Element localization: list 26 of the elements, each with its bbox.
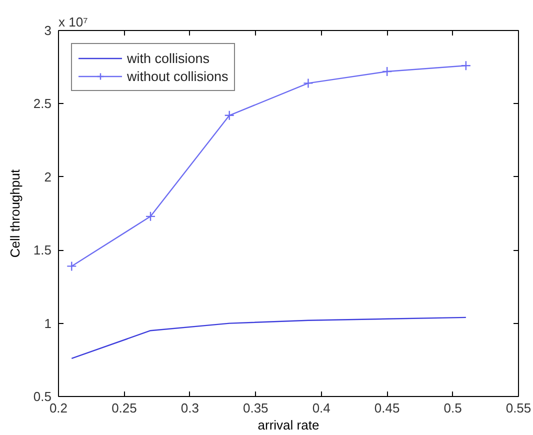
x-tick-label: 0.45 <box>374 400 400 416</box>
legend-label: without collisions <box>127 68 228 84</box>
point <box>303 78 314 88</box>
y-tick-label: 3 <box>44 23 52 38</box>
line-series <box>71 316 467 360</box>
point <box>382 66 392 77</box>
y-tick-label: 1 <box>44 316 52 331</box>
point <box>66 261 77 272</box>
y-tick-label: 2.5 <box>33 96 52 112</box>
text: x 10⁷ <box>58 14 88 30</box>
y-tick-label: 0.5 <box>33 389 52 404</box>
point <box>460 60 472 71</box>
x-tick-label: 0.35 <box>242 400 268 416</box>
x-tick-label: 0.2 <box>49 400 68 416</box>
legend-label: with collisions <box>127 50 210 66</box>
point <box>145 211 156 222</box>
point <box>224 110 234 121</box>
x-tick-label: 0.4 <box>312 400 330 416</box>
x-tick-label: 0.3 <box>180 400 199 416</box>
x-axis-title: arrival rate <box>258 418 320 432</box>
y-tick-label: 2 <box>44 169 52 184</box>
y-tick-label: 1.5 <box>33 242 52 258</box>
x-tick-label: 0.25 <box>112 400 137 416</box>
x-tick-label: 0.5 <box>444 400 462 416</box>
x-tick-label: 0.55 <box>506 400 532 416</box>
y-axis-title: Cell throughput <box>7 169 22 258</box>
